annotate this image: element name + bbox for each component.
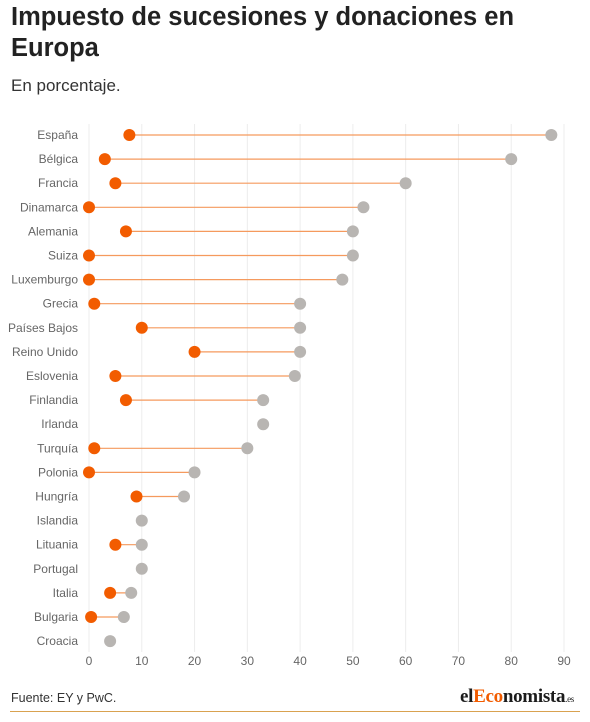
x-tick-label: 70 (452, 654, 466, 668)
min-rate-dot (83, 201, 95, 214)
category-label: Suiza (48, 249, 78, 263)
x-tick-label: 30 (241, 654, 255, 668)
min-rate-dot (83, 466, 95, 479)
max-rate-dot (257, 394, 270, 407)
max-rate-dot (505, 153, 518, 166)
category-label: Países Bajos (8, 321, 78, 335)
min-rate-dot (85, 611, 98, 623)
max-rate-dot (117, 611, 130, 623)
footer-divider (10, 711, 580, 712)
chart-subtitle: En porcentaje. (11, 76, 121, 95)
max-rate-dot (357, 201, 370, 214)
max-rate-dot (294, 321, 307, 334)
x-tick-label: 80 (505, 654, 519, 668)
min-rate-dot (119, 394, 132, 407)
max-rate-dot (188, 466, 201, 479)
max-rate-dot (294, 345, 307, 358)
category-label: Dinamarca (20, 200, 78, 214)
category-label: Eslovenia (26, 369, 78, 383)
min-rate-dot (104, 586, 117, 599)
logo-part-es: .es (565, 694, 574, 704)
publisher-logo[interactable]: elEconomista.es (460, 686, 574, 708)
min-rate-dot (109, 538, 122, 551)
category-label: Alemania (28, 224, 78, 238)
x-tick-label: 20 (188, 654, 202, 668)
category-label: Irlanda (41, 417, 78, 431)
dumbbell-chart: España Bélgica Francia Dinamarca Alemania Sui… (8, 124, 571, 668)
category-label: Reino Unido (12, 345, 78, 359)
x-tick-label: 40 (293, 654, 307, 668)
max-rate-dot (288, 370, 301, 382)
source-note: Fuente: EY y PwC. (11, 691, 117, 705)
category-label: Francia (38, 176, 78, 190)
category-label: Italia (53, 586, 79, 600)
category-label: Islandia (37, 514, 79, 528)
max-rate-dot (125, 586, 138, 599)
logo-part-el: el (460, 686, 474, 707)
logo-part-eco: Eco (473, 686, 503, 707)
max-rate-dot (257, 418, 270, 431)
logo-part-nomista: nomista (502, 686, 566, 707)
min-rate-dot (83, 273, 95, 286)
chart-title: Impuesto de sucesiones y donaciones en E… (11, 3, 515, 62)
min-rate-dot (109, 370, 122, 382)
max-rate-dot (346, 249, 359, 262)
max-rate-dot (104, 635, 117, 648)
max-rate-dot (399, 177, 412, 190)
category-label: Polonia (38, 465, 78, 479)
min-rate-dot (98, 153, 111, 166)
category-label: Croacia (37, 634, 79, 648)
x-tick-label: 90 (557, 654, 571, 668)
x-tick-label: 0 (86, 654, 93, 668)
category-label: España (37, 128, 78, 142)
category-label: Bélgica (39, 152, 79, 166)
min-rate-dot (135, 321, 148, 334)
x-tick-label: 50 (346, 654, 360, 668)
max-rate-dot (336, 273, 349, 286)
max-rate-dot (346, 225, 359, 238)
min-rate-dot (83, 249, 95, 262)
min-rate-dot (109, 177, 122, 190)
min-rate-dot (123, 129, 136, 141)
x-tick-label: 60 (399, 654, 413, 668)
max-rate-dot (135, 514, 148, 527)
max-rate-dot (178, 490, 190, 503)
category-label: Luxemburgo (11, 273, 78, 287)
min-rate-dot (119, 225, 132, 238)
category-label: Finlandia (29, 393, 78, 407)
min-rate-dot (88, 442, 101, 455)
category-label: Hungría (35, 490, 78, 504)
max-rate-dot (135, 538, 148, 551)
category-label: Lituania (36, 538, 78, 552)
min-rate-dot (188, 345, 201, 358)
category-label: Grecia (43, 297, 79, 311)
min-rate-dot (88, 297, 101, 310)
category-label: Turquía (37, 441, 78, 455)
max-rate-dot (135, 562, 148, 575)
min-rate-dot (130, 490, 143, 503)
max-rate-dot (241, 442, 254, 455)
x-tick-label: 10 (135, 654, 149, 668)
max-rate-dot (294, 297, 307, 310)
max-rate-dot (545, 129, 558, 141)
category-label: Bulgaria (34, 610, 78, 624)
category-label: Portugal (33, 562, 78, 576)
